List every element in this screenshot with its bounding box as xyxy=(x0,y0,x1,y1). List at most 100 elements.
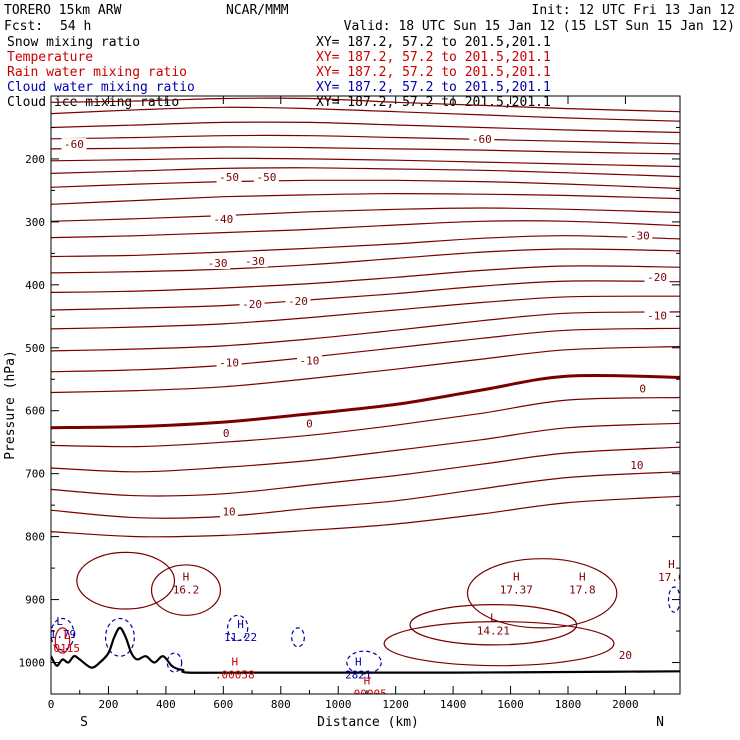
isotherm-line xyxy=(51,280,680,311)
isotherm-line xyxy=(51,396,680,448)
isotherm-line xyxy=(51,157,680,168)
cloud-water-contour xyxy=(291,627,305,648)
isotherm-line xyxy=(51,265,680,293)
contour-label: -30 xyxy=(630,229,650,242)
cloud-water-contour xyxy=(227,614,249,642)
x-tick-label: 200 xyxy=(99,698,119,711)
contour-label: 0 xyxy=(223,427,230,440)
extremum-marker: H xyxy=(513,571,520,584)
contour-label-bg xyxy=(220,427,232,440)
extremum-marker: H xyxy=(668,558,675,571)
isotherm-line xyxy=(51,373,680,430)
x-tick-label: 400 xyxy=(156,698,176,711)
header-fcst-value: 54 h xyxy=(60,19,91,34)
contour-label: -50 xyxy=(219,171,239,184)
contour-label: -20 xyxy=(647,271,667,284)
contour-label: -20 xyxy=(242,298,262,311)
extremum-value: 0115 xyxy=(54,642,81,655)
y-tick-label: 200 xyxy=(25,153,45,166)
y-tick-label: 900 xyxy=(25,594,45,607)
extremum-value: 11.79 xyxy=(43,628,76,641)
contour-label: -60 xyxy=(472,133,492,146)
x-tick-label: 800 xyxy=(271,698,291,711)
cloud-water-contour xyxy=(104,617,135,657)
extremum-marker: L xyxy=(56,615,63,628)
cloud-water-contour xyxy=(346,650,382,675)
isotherm-closed-contour xyxy=(409,604,578,646)
isotherm-line xyxy=(51,446,680,497)
legend-name-cloud-water: Cloud water mixing ratio xyxy=(7,80,195,95)
extremum-value: 14.21 xyxy=(477,625,510,638)
extremum-value: 2821 xyxy=(345,669,372,682)
isotherm-line xyxy=(51,327,680,373)
y-tick-label: 400 xyxy=(25,279,45,292)
cloud-water-contour xyxy=(166,652,183,673)
x-tick-label: 1200 xyxy=(382,698,409,711)
legend-xy-snow: XY= 187.2, 57.2 to 201.5,201.1 xyxy=(316,35,551,50)
legend-xy-temperature: XY= 187.2, 57.2 to 201.5,201.1 xyxy=(316,50,551,65)
contour-label-bg xyxy=(296,354,322,367)
header-center: NCAR/MMM xyxy=(226,3,289,18)
contour-label-bg xyxy=(216,170,242,183)
header-valid: Valid: 18 UTC Sun 15 Jan 12 (15 LST Sun … xyxy=(344,19,735,34)
isotherm-line xyxy=(51,106,680,122)
extremum-value: 17.8 xyxy=(569,584,596,597)
isotherm-line xyxy=(51,146,680,155)
contour-label-bg xyxy=(285,294,311,307)
isotherm-line xyxy=(51,192,680,205)
extremum-marker: L xyxy=(63,629,70,642)
contour-label-bg xyxy=(239,297,265,310)
extremum-marker: H xyxy=(237,618,244,631)
isotherm-line xyxy=(51,121,680,134)
isotherm-line xyxy=(51,495,680,538)
x-axis-title: Distance (km) xyxy=(317,715,419,730)
legend-xy-cloud-ice: XY= 187.2, 57.2 to 201.5,201.1 xyxy=(316,95,551,110)
x-tick-label: 1400 xyxy=(440,698,467,711)
isotherm-line xyxy=(51,295,680,330)
x-endpoint-right: N xyxy=(656,715,664,730)
y-tick-label: 300 xyxy=(25,216,45,229)
legend-xy-cloud-water: XY= 187.2, 57.2 to 201.5,201.1 xyxy=(316,80,551,95)
legend-name-temperature: Temperature xyxy=(7,50,93,65)
isotherm-closed-contour xyxy=(76,551,176,610)
contour-label-bg xyxy=(253,170,279,183)
contour-label-bg xyxy=(210,213,236,226)
cloud-water-contour xyxy=(51,617,75,651)
legend-name-rain: Rain water mixing ratio xyxy=(7,65,187,80)
contour-label-bg xyxy=(61,138,87,151)
x-endpoint-left: S xyxy=(80,715,88,730)
header-init: Init: 12 UTC Fri 13 Jan 12 xyxy=(532,3,736,18)
contour-label-bg xyxy=(644,270,670,283)
isotherm-closed-contour xyxy=(383,621,615,667)
extremum-value: 16.2 xyxy=(173,584,200,597)
extremum-value: 11.22 xyxy=(224,631,257,644)
isotherm-line xyxy=(51,207,680,222)
contour-label: -10 xyxy=(219,357,239,370)
isotherm-line xyxy=(51,235,680,258)
x-tick-label: 600 xyxy=(213,698,233,711)
contour-label-bg xyxy=(216,356,242,369)
isotherm-line xyxy=(51,311,680,352)
plot-area: -60 -60 -50 -50 -40 -30 -30 -30 -20 -20 -20 -10 -10 -… xyxy=(19,95,685,711)
extremum-value: 17.6 xyxy=(658,571,685,584)
isotherm-line xyxy=(51,248,680,274)
plot-frame xyxy=(50,95,681,695)
contour-label: 0 xyxy=(639,382,646,395)
contour-label-bg xyxy=(627,459,646,472)
x-tick-label: 0 xyxy=(48,698,55,711)
contour-label-bg xyxy=(637,382,649,395)
contour-label: -30 xyxy=(245,255,265,268)
legend-xy-rain: XY= 187.2, 57.2 to 201.5,201.1 xyxy=(316,65,551,80)
y-tick-label: 800 xyxy=(25,531,45,544)
isotherm-line xyxy=(51,179,680,190)
y-tick-label: 600 xyxy=(25,405,45,418)
x-tick-label: 2000 xyxy=(612,698,639,711)
header-model: TORERO 15km ARW xyxy=(4,3,122,18)
isotherm-line xyxy=(51,97,680,113)
contour-label-bg xyxy=(303,417,315,430)
extremum-marker: H xyxy=(364,675,371,688)
contour-label: -40 xyxy=(213,213,233,226)
isotherm-line xyxy=(51,167,680,178)
isotherm-line xyxy=(51,345,680,394)
